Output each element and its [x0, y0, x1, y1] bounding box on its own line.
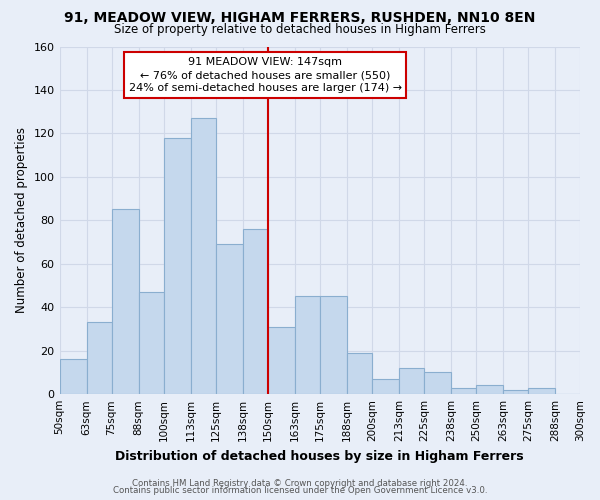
- Bar: [399, 368, 424, 394]
- Bar: [320, 296, 347, 394]
- Bar: [268, 327, 295, 394]
- Text: Contains HM Land Registry data © Crown copyright and database right 2024.: Contains HM Land Registry data © Crown c…: [132, 478, 468, 488]
- Bar: [347, 353, 372, 394]
- Bar: [191, 118, 215, 394]
- Bar: [476, 386, 503, 394]
- Bar: [139, 292, 164, 394]
- Bar: [372, 379, 399, 394]
- Text: Size of property relative to detached houses in Higham Ferrers: Size of property relative to detached ho…: [114, 22, 486, 36]
- Y-axis label: Number of detached properties: Number of detached properties: [15, 128, 28, 314]
- Bar: [215, 244, 243, 394]
- X-axis label: Distribution of detached houses by size in Higham Ferrers: Distribution of detached houses by size …: [115, 450, 524, 462]
- Bar: [59, 360, 86, 394]
- Text: 91, MEADOW VIEW, HIGHAM FERRERS, RUSHDEN, NN10 8EN: 91, MEADOW VIEW, HIGHAM FERRERS, RUSHDEN…: [64, 11, 536, 25]
- Text: 91 MEADOW VIEW: 147sqm
← 76% of detached houses are smaller (550)
24% of semi-de: 91 MEADOW VIEW: 147sqm ← 76% of detached…: [128, 57, 401, 94]
- Bar: [528, 388, 555, 394]
- Bar: [451, 388, 476, 394]
- Bar: [295, 296, 320, 394]
- Bar: [424, 372, 451, 394]
- Bar: [164, 138, 191, 394]
- Text: Contains public sector information licensed under the Open Government Licence v3: Contains public sector information licen…: [113, 486, 487, 495]
- Bar: [112, 210, 139, 394]
- Bar: [86, 322, 112, 394]
- Bar: [503, 390, 528, 394]
- Bar: [243, 229, 268, 394]
